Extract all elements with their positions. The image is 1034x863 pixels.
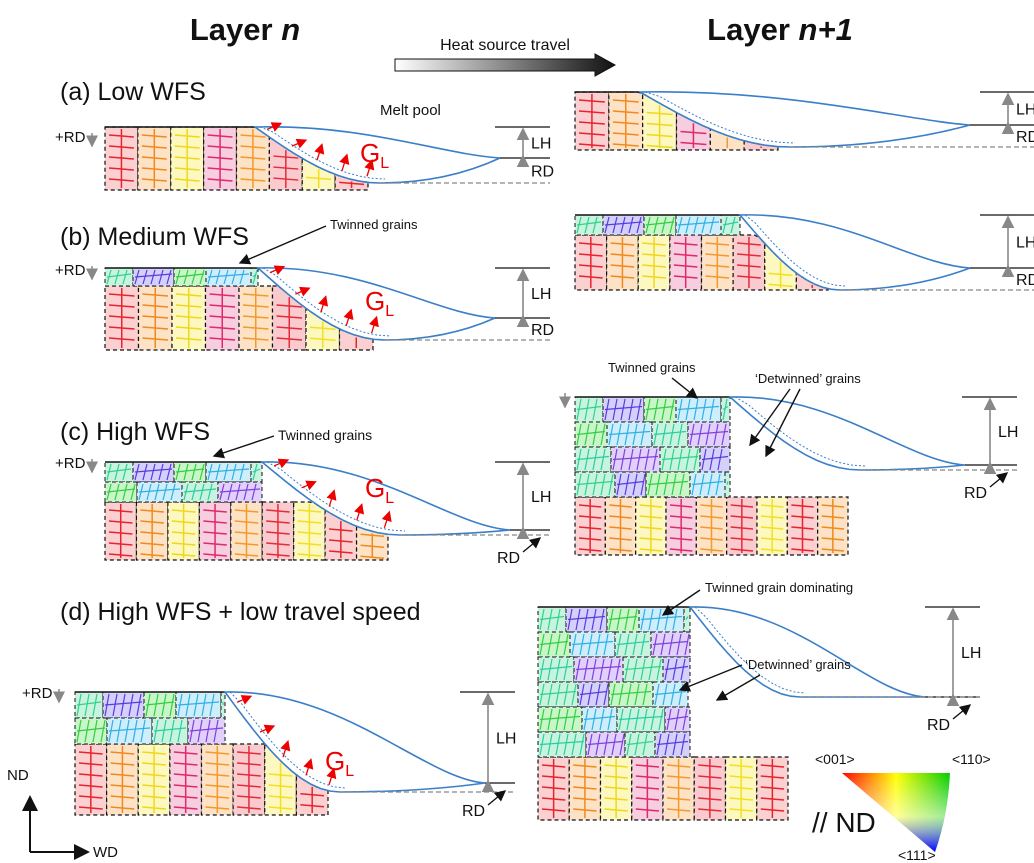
figure: Layer nLayer n+1Heat source travel(a) Lo… [0, 0, 1034, 863]
rd-label: RD [1016, 129, 1034, 146]
rd-arrow [488, 791, 505, 805]
annotation-arrow [214, 436, 274, 456]
lh-label: LH [531, 489, 551, 506]
melt-pool [730, 397, 965, 470]
heat-source-label: Heat source travel [440, 37, 570, 54]
legend-label: // ND [812, 807, 876, 838]
layer-header: Layer n [190, 12, 300, 47]
rd-arrow [990, 473, 1007, 487]
rd-label: RD [497, 550, 520, 567]
gradient-symbol: G [365, 286, 385, 316]
header-index: n+1 [799, 12, 853, 47]
annotation: ‘Detwinned’ grains [755, 371, 861, 386]
rd-label: RD [462, 803, 485, 820]
rd-label: RD [1016, 272, 1034, 289]
rd-arrow [523, 538, 540, 552]
rd-label: RD [531, 164, 554, 181]
legend-corner: <111> [898, 847, 936, 863]
twinned-grain [684, 607, 690, 632]
lh-label: LH [1016, 102, 1034, 119]
annotation: Twinned grains [330, 217, 418, 232]
gradient-symbol: G [325, 746, 345, 776]
legend-corner: <001> [815, 751, 855, 767]
annotation: Twinned grains [608, 360, 696, 375]
rd-sign: +RD [55, 455, 86, 472]
annotation: Twinned grain dominating [705, 580, 853, 595]
layer-header: Layer n+1 [707, 12, 853, 47]
panel-label: (a) Low WFS [60, 78, 206, 106]
lh-label: LH [496, 731, 516, 748]
rd-arrow [953, 705, 970, 719]
rd-label: RD [964, 485, 987, 502]
axis-label: WD [93, 844, 118, 861]
rd-sign: +RD [55, 129, 86, 146]
gradient-subscript: L [345, 763, 354, 780]
annotation-arrow [672, 378, 697, 398]
melt-pool-label: Melt pool [380, 102, 441, 119]
rd-label: RD [927, 717, 950, 734]
annotation-arrow [240, 226, 326, 263]
lh-label: LH [998, 424, 1018, 441]
panel-label: (d) High WFS + low travel speed [60, 598, 421, 626]
rd-sign: +RD [55, 262, 86, 279]
heat-arrow [395, 54, 615, 76]
header-index: n [281, 12, 300, 47]
annotation-arrow [717, 675, 760, 700]
gradient-symbol: G [360, 138, 380, 168]
lh-label: LH [1016, 235, 1034, 252]
rd-label: RD [531, 322, 554, 339]
gradient-subscript: L [385, 490, 394, 507]
gradient-subscript: L [380, 155, 389, 172]
lh-label: LH [961, 645, 981, 662]
panel-label: (b) Medium WFS [60, 223, 249, 251]
header-word: Layer [190, 12, 273, 47]
rd-sign: +RD [22, 685, 53, 702]
lh-label: LH [531, 136, 551, 153]
axis-label: ND [7, 767, 29, 784]
lh-label: LH [531, 286, 551, 303]
panel-label: (c) High WFS [60, 418, 210, 446]
gradient-symbol: G [365, 473, 385, 503]
header-word: Layer [707, 12, 790, 47]
legend-corner: <110> [952, 751, 991, 767]
annotation: ‘Detwinned’ grains [745, 657, 851, 672]
gradient-subscript: L [385, 303, 394, 320]
annotation: Twinned grains [278, 427, 372, 443]
melt-pool [690, 607, 925, 697]
gradient-label: GL [365, 473, 394, 507]
